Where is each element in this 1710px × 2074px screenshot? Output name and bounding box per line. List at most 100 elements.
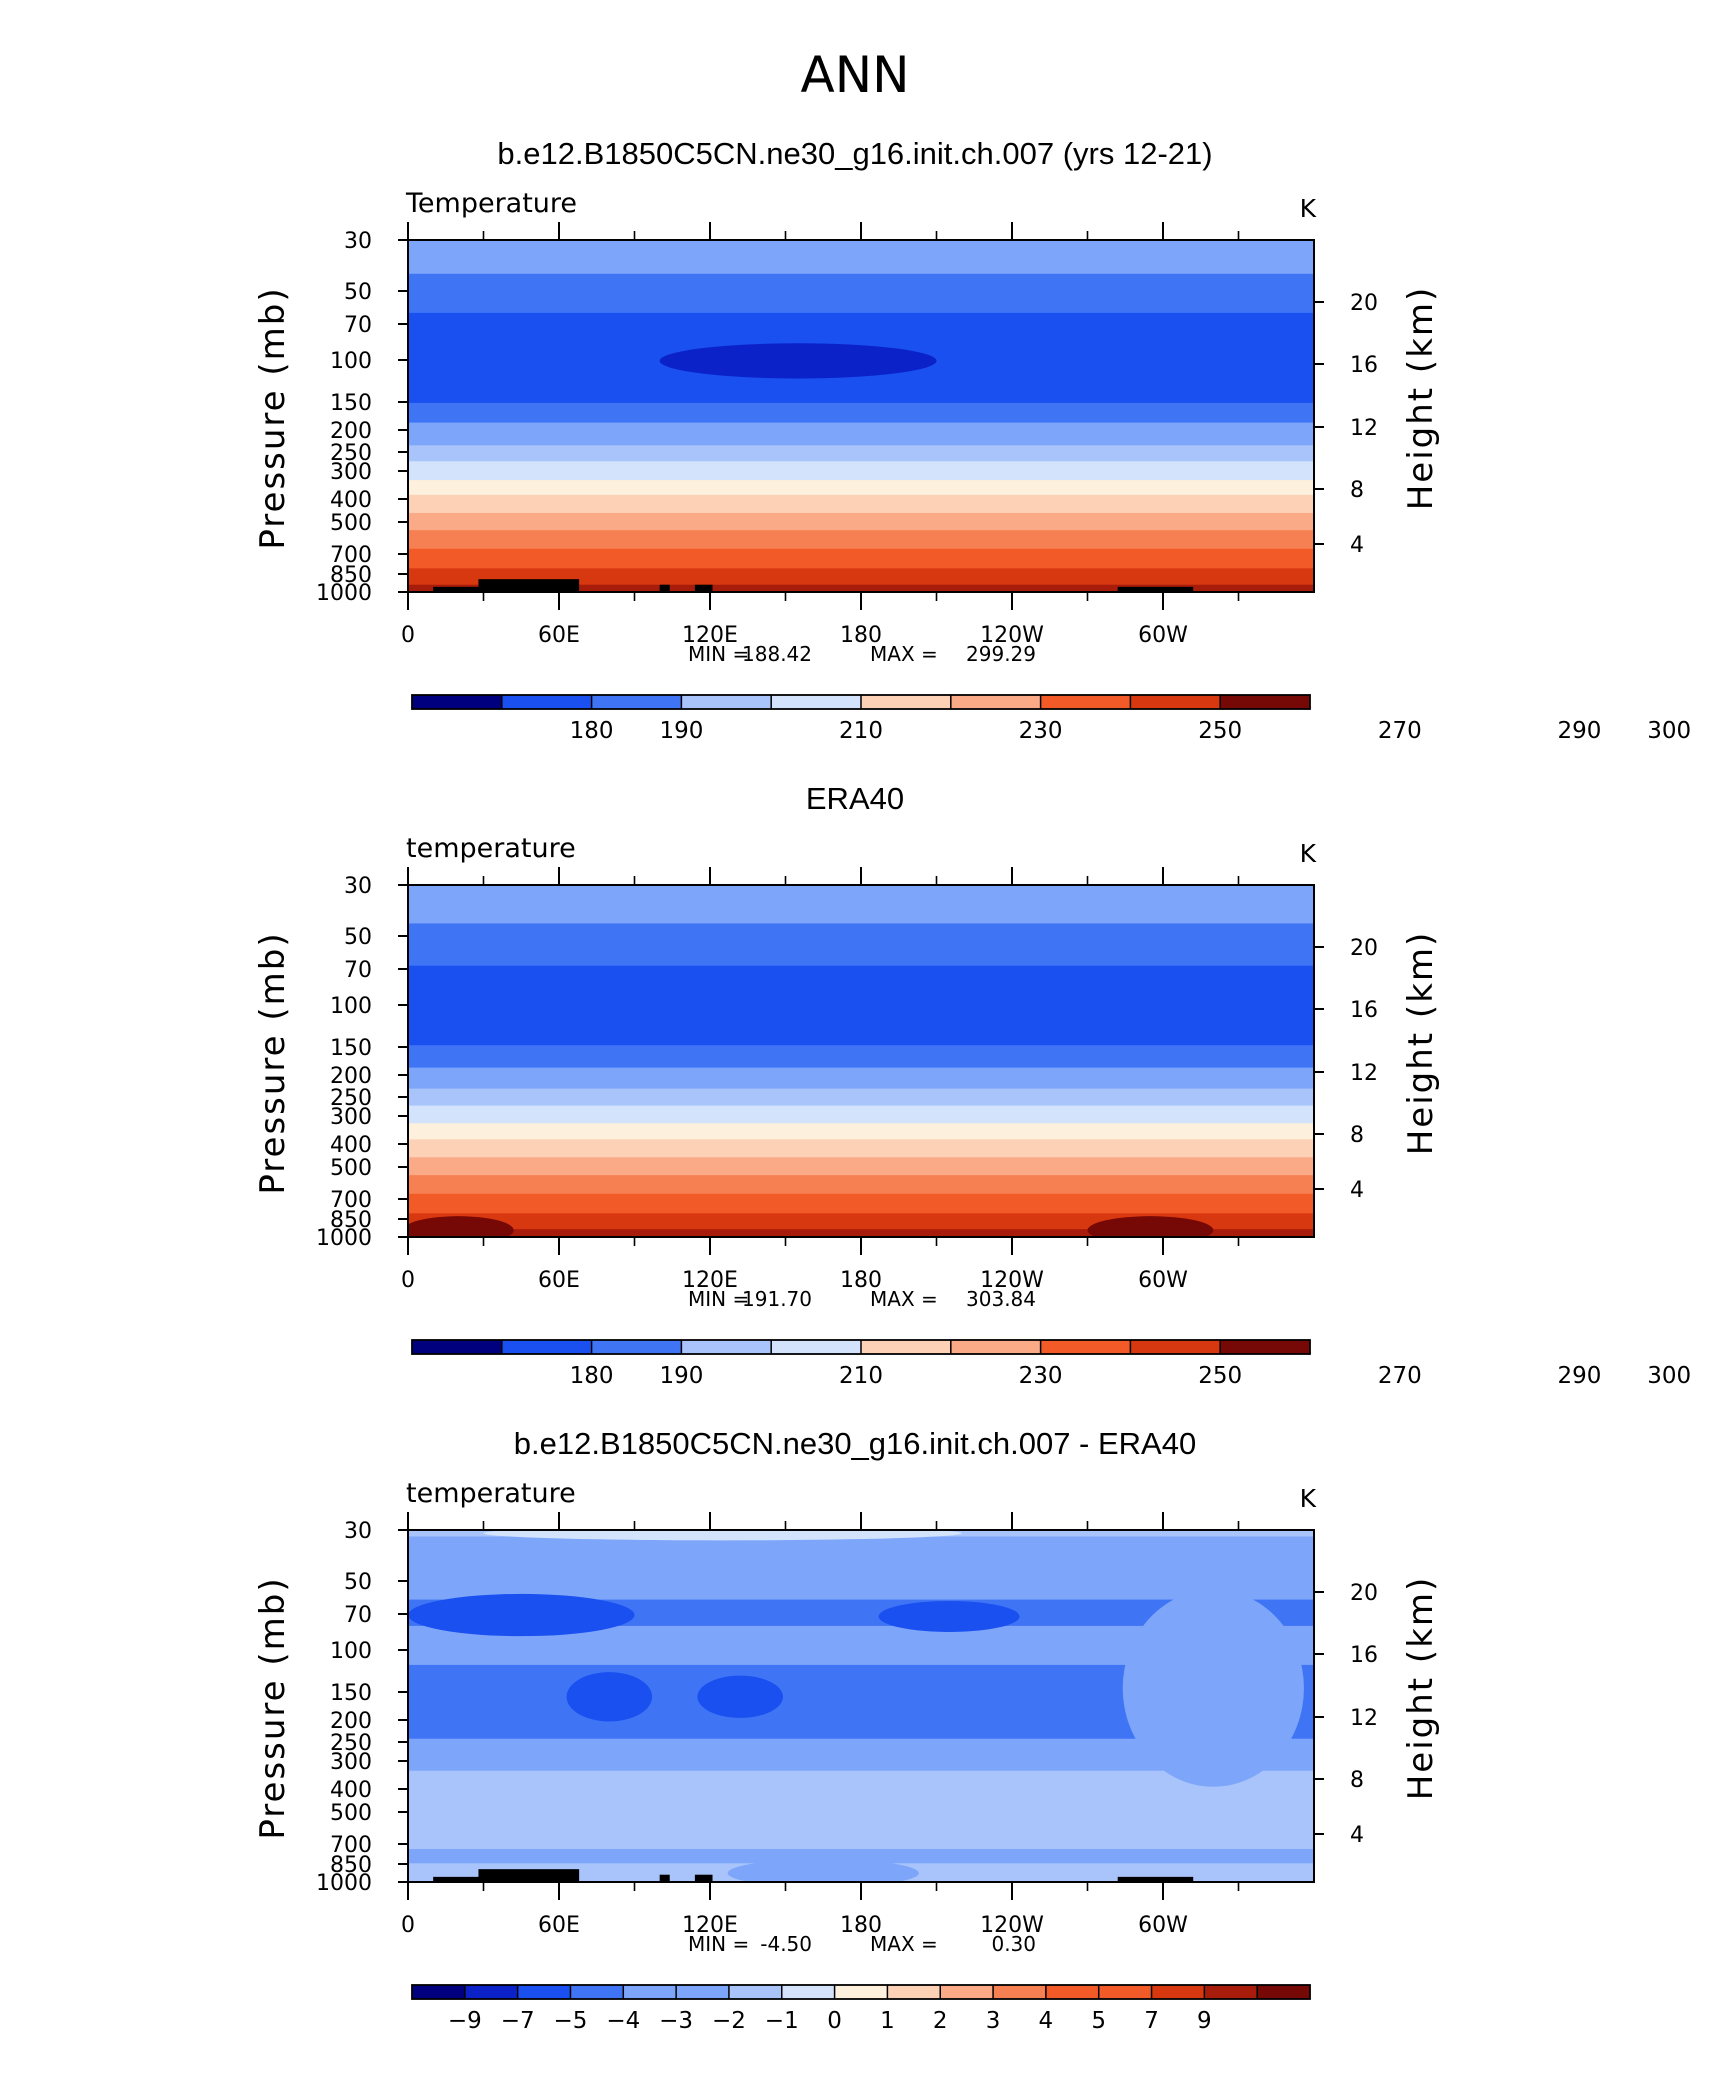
height-tick-label: 8 [1350,1768,1364,1793]
pressure-tick-label: 70 [344,313,372,338]
pressure-tick-label: 150 [330,391,372,416]
colorbar-swatch [570,1985,624,1999]
colorbar-label: 290 [1557,718,1601,744]
contour-feature [483,1530,962,1541]
contour-feature [1087,1216,1214,1237]
pressure-tick-label: 850 [330,1853,372,1878]
colorbar-swatch [501,1340,592,1354]
contour-feature [659,343,937,379]
colorbar-swatch [950,1340,1041,1354]
colorbar-frame [411,1984,1311,2000]
colorbar-label: −9 [448,2008,482,2034]
colorbar-swatch [771,695,862,709]
colorbar-label: 250 [1198,718,1242,744]
pressure-tick-label: 100 [330,349,372,374]
contour-band [408,1770,1314,1850]
colorbar-swatch [834,1985,888,1999]
contour-feature [408,1593,635,1637]
contour-band [408,1139,1314,1158]
colorbar-label: 230 [1019,718,1063,744]
contour-band [408,1175,1314,1195]
pressure-tick-label: 200 [330,1064,372,1089]
topography-mask [478,1869,580,1882]
contour-band [408,568,1314,586]
colorbar-swatch [1040,695,1131,709]
colorbar-label: −7 [501,2008,535,2034]
panel-title: b.e12.B1850C5CN.ne30_g16.init.ch.007 - E… [514,1426,1196,1461]
colorbar-swatch [781,1985,835,1999]
colorbar-label: −5 [554,2008,588,2034]
contour-band [408,480,1314,496]
pressure-tick-label: 300 [330,1750,372,1775]
colorbar-frame [411,1339,1311,1355]
max-label: MAX = [870,1287,938,1311]
colorbar-swatch [993,1985,1047,1999]
colorbar-label: 2 [933,2008,948,2034]
height-tick-label: 12 [1350,416,1378,441]
colorbar-label: −2 [712,2008,746,2034]
pressure-tick-label: 500 [330,1801,372,1826]
lon-tick-label: 120E [682,623,738,648]
colorbar-swatch [681,695,772,709]
contour-feature [697,1675,783,1718]
colorbar-swatch [676,1985,730,1999]
height-tick-label: 16 [1350,353,1378,378]
height-tick-label: 8 [1350,478,1364,503]
topography-mask [659,1874,670,1882]
colorbar-label: 1 [880,2008,895,2034]
pressure-tick-label: 1000 [316,581,372,606]
contour-feature [878,1600,1020,1632]
colorbar-swatch [1204,1985,1258,1999]
lon-tick-label: 120E [682,1913,738,1938]
colorbar-label: 7 [1144,2008,1159,2034]
colorbar-swatch [861,1340,952,1354]
topography-mask [1117,586,1194,592]
lon-tick-label: 120E [682,1268,738,1293]
panel-title: b.e12.B1850C5CN.ne30_g16.init.ch.007 (yr… [497,136,1212,171]
pressure-tick-label: 400 [330,1778,372,1803]
height-tick-label: 12 [1350,1061,1378,1086]
lon-tick-label: 60W [1138,1268,1188,1293]
colorbar-swatch [1098,1985,1152,1999]
lon-tick-label: 60E [538,623,580,648]
panels: b.e12.B1850C5CN.ne30_g16.init.ch.007 (yr… [253,136,1691,2034]
pressure-tick-label: 100 [330,1639,372,1664]
colorbar-label: 5 [1091,2008,1106,2034]
colorbar-swatch [940,1985,994,1999]
units-label: K [1300,1484,1317,1513]
contour-band [408,1849,1314,1864]
contour-feature [727,1859,919,1882]
contour-band [408,584,1314,592]
height-tick-label: 16 [1350,998,1378,1023]
y2-axis-label: Height (km) [1401,1576,1441,1801]
pressure-tick-label: 30 [344,229,372,254]
min-value: 191.70 [742,1287,812,1311]
contour-band [408,530,1314,550]
y-axis-label: Pressure (mb) [253,286,293,549]
colorbar-swatch [517,1985,571,1999]
colorbar-swatch [1130,1340,1221,1354]
lon-tick-label: 180 [840,1913,882,1938]
colorbar-swatch [412,1340,503,1354]
lon-tick-label: 180 [840,1268,882,1293]
lon-tick-label: 120W [980,623,1044,648]
colorbar-label: 9 [1197,2008,1212,2034]
variable-label: temperature [406,833,576,864]
pressure-tick-label: 150 [330,1681,372,1706]
contour-feature [566,1672,653,1722]
contour-band [408,1123,1314,1140]
colorbar-label: 180 [570,1363,614,1389]
panel-title: ERA40 [806,781,904,816]
main-title: ANN [800,46,909,104]
contour-band [408,1536,1314,1601]
colorbar-swatch [1045,1985,1100,1999]
max-label: MAX = [870,642,938,666]
lon-tick-label: 120W [980,1268,1044,1293]
contour-band [408,1088,1314,1107]
topography-mask [694,1874,713,1882]
contour-band [408,1067,1314,1090]
max-value: 0.30 [991,1932,1036,1956]
contour-feature [1122,1589,1304,1787]
